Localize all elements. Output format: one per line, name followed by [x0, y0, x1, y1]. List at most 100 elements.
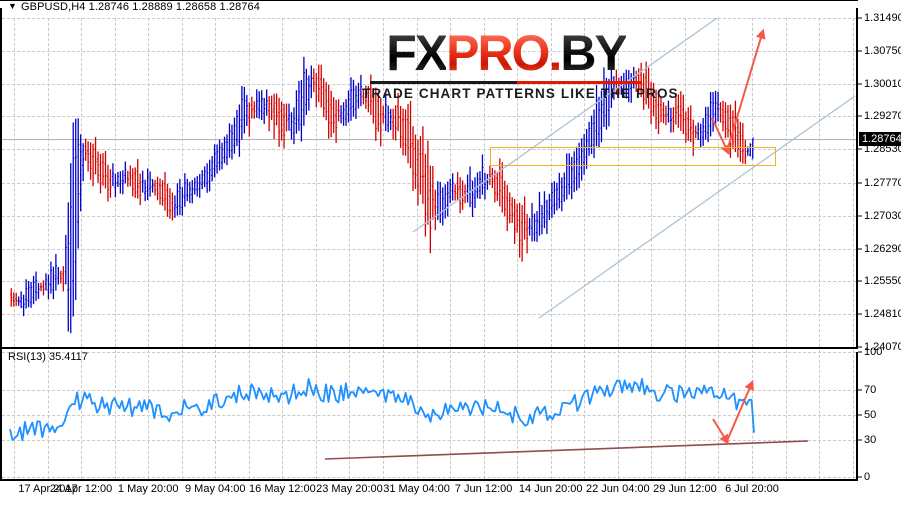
price-tick [858, 148, 862, 150]
horizontal-gridline [2, 389, 856, 391]
time-axis-scale[interactable]: 17 Apr 2017 24 Apr 12:00 1 May 20:00 9 May … [0, 483, 858, 505]
price-tick-label: 1.24810 [864, 308, 901, 321]
vertical-gridline [248, 350, 250, 479]
vertical-gridline [81, 350, 83, 479]
horizontal-gridline [2, 352, 856, 353]
vertical-gridline [282, 18, 284, 347]
vertical-gridline [483, 18, 485, 347]
vertical-gridline [819, 18, 821, 347]
time-tick-label: 31 May 04:00 [383, 483, 450, 495]
rsi-axis-border [856, 352, 858, 480]
vertical-gridline [785, 18, 787, 347]
vertical-gridline [383, 350, 384, 479]
horizontal-gridline [2, 314, 856, 316]
price-tick-label: 1.26290 [864, 242, 901, 255]
price-tick-label: 1.30750 [864, 44, 901, 57]
time-tick-label: 23 May 20:00 [316, 483, 383, 495]
price-tick-label: 1.25550 [864, 275, 901, 288]
rsi-down-arrow [712, 418, 729, 445]
vertical-gridline [550, 350, 552, 479]
vertical-gridline [651, 350, 653, 479]
current-price-level [2, 138, 856, 140]
vertical-gridline [684, 350, 686, 479]
vertical-gridline [349, 350, 351, 479]
horizontal-gridline [2, 477, 856, 478]
rsi-tick [858, 414, 862, 415]
chevron-down-icon[interactable]: ▼ [8, 1, 18, 11]
rsi-tick-label: 70 [864, 383, 877, 396]
horizontal-gridline [2, 116, 856, 118]
time-tick-label: 17 Apr 2017 [18, 483, 78, 495]
vertical-gridline [852, 18, 854, 347]
vertical-gridline [651, 18, 653, 347]
channel-lower [538, 95, 856, 319]
price-tick [858, 313, 862, 315]
price-tick [858, 280, 862, 282]
price-panel[interactable] [2, 18, 856, 347]
vertical-gridline [483, 350, 485, 479]
vertical-gridline [517, 350, 519, 479]
vertical-gridline [584, 350, 586, 479]
price-tick-label: 1.27030 [864, 209, 901, 222]
horizontal-gridline [2, 414, 856, 416]
channel-upper [412, 18, 719, 233]
rsi-tick-label: 30 [864, 433, 877, 446]
rsi-tick [858, 351, 862, 353]
price-tick [858, 248, 862, 250]
vertical-gridline [752, 18, 753, 347]
horizontal-gridline [2, 50, 856, 52]
time-tick-label: 7 Jun 12:00 [454, 483, 513, 495]
price-tick [858, 346, 862, 348]
vertical-gridline [617, 350, 619, 479]
vertical-gridline [14, 350, 15, 479]
horizontal-gridline [2, 215, 856, 217]
rsi-line [9, 377, 755, 442]
vertical-gridline [315, 18, 317, 347]
vertical-gridline [47, 350, 49, 479]
price-axis-scale[interactable]: 1.31490 1.30750 1.30010 1.29270 1.28530 1.277… [858, 0, 901, 353]
horizontal-gridline [2, 281, 856, 283]
vertical-gridline [315, 350, 317, 479]
price-tick-label: 1.24070 [864, 341, 901, 353]
price-tick [858, 83, 862, 85]
rsi-tick-label: 100 [864, 346, 883, 358]
vertical-gridline [718, 350, 720, 479]
rsi-gridlines [2, 350, 856, 479]
vertical-gridline [617, 18, 619, 347]
time-tick-label: 24 Apr 12:00 [49, 483, 113, 495]
rsi-axis-scale[interactable]: 100 70 50 30 0 [858, 346, 901, 484]
vertical-gridline [114, 18, 116, 347]
price-tick [858, 17, 862, 19]
resistance-zone-box[interactable] [490, 147, 776, 166]
header-divider [0, 0, 858, 1]
up-arrow [726, 28, 766, 152]
vertical-gridline [14, 18, 15, 347]
left-axis-border [0, 8, 2, 480]
price-tick-label: 1.31490 [864, 12, 901, 24]
vertical-gridline [819, 350, 821, 479]
rsi-panel[interactable] [2, 350, 856, 479]
vertical-gridline [81, 18, 83, 347]
rsi-drawings [324, 379, 809, 460]
price-tick [858, 215, 862, 217]
symbol-ohlc-label: GBPUSD,H4 1.28746 1.28889 1.28658 1.2876… [21, 1, 260, 13]
vertical-gridline [181, 350, 183, 479]
vertical-gridline [718, 18, 720, 347]
time-tick-label: 6 Jul 20:00 [725, 483, 779, 495]
bottom-axis-border [0, 479, 858, 481]
rsi-support-line [324, 440, 809, 460]
price-tick [858, 182, 862, 184]
vertical-gridline [785, 350, 787, 479]
vertical-gridline [416, 18, 418, 347]
horizontal-gridline [2, 83, 856, 85]
price-tick-label: 1.30010 [864, 77, 901, 90]
vertical-gridline [550, 18, 552, 347]
rsi-tick [858, 439, 862, 440]
rsi-tick-label: 50 [864, 408, 877, 421]
rsi-curve [9, 377, 755, 442]
vertical-gridline [148, 350, 150, 479]
horizontal-gridline [2, 182, 856, 184]
time-tick-label: 1 May 20:00 [117, 483, 179, 495]
time-tick-label: 29 Jun 12:00 [653, 483, 717, 495]
